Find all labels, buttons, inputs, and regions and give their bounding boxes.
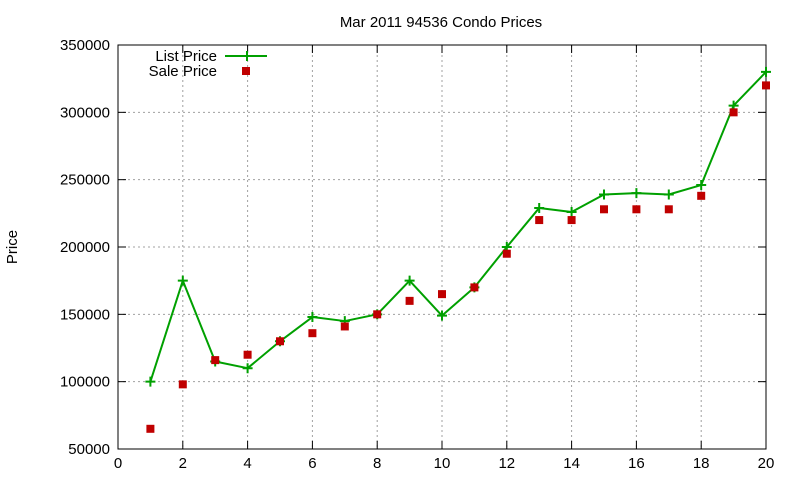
legend: List Price Sale Price xyxy=(149,48,267,80)
sale-price-point xyxy=(567,216,576,225)
list-price-point xyxy=(761,66,771,77)
x-tick-label: 10 xyxy=(434,455,451,472)
sale-price-point xyxy=(729,108,738,117)
sale-price-point xyxy=(405,296,414,305)
sale-price-point xyxy=(535,216,544,225)
x-tick-label: 18 xyxy=(693,455,710,472)
sale-price-point xyxy=(697,191,706,200)
x-tick-label: 6 xyxy=(308,455,316,472)
sale-price-point xyxy=(243,350,252,359)
list-price-point xyxy=(307,312,318,323)
x-tick-label: 8 xyxy=(373,455,381,472)
sale-price-point xyxy=(502,249,511,258)
y-tick-label: 100000 xyxy=(60,374,110,391)
x-tick-label: 16 xyxy=(628,455,645,472)
x-tick-labels: 0 2 4 6 8 10 12 14 16 18 20 xyxy=(114,455,775,472)
sale-price-point xyxy=(146,424,155,433)
list-price-point xyxy=(534,202,545,213)
legend-marker-sale-price xyxy=(242,67,250,75)
legend-label-sale-price: Sale Price xyxy=(149,63,217,80)
sale-price-point xyxy=(211,356,220,365)
sale-price-point xyxy=(178,380,187,389)
y-tick-label: 50000 xyxy=(68,441,110,458)
y-tick-label: 200000 xyxy=(60,239,110,256)
list-price-point xyxy=(145,376,156,387)
y-tick-label: 300000 xyxy=(60,104,110,121)
legend-marker-list-price xyxy=(242,51,252,61)
sale-price-point xyxy=(470,283,479,292)
sale-price-point xyxy=(664,205,673,214)
sale-price-point xyxy=(632,205,641,214)
x-tick-label: 20 xyxy=(758,455,775,472)
sale-price-point xyxy=(373,310,382,319)
list-price-point xyxy=(663,189,674,200)
x-tick-label: 2 xyxy=(179,455,187,472)
sale-price-point xyxy=(340,322,349,331)
sale-price-point xyxy=(438,290,446,299)
list-price-line xyxy=(149,71,767,382)
sale-price-point xyxy=(762,81,770,90)
list-price-point xyxy=(177,275,188,286)
sale-price-point xyxy=(600,205,608,214)
x-tick-label: 0 xyxy=(114,455,122,472)
x-tick-label: 4 xyxy=(243,455,251,472)
x-tick-label: 12 xyxy=(498,455,515,472)
y-tick-label: 250000 xyxy=(60,172,110,189)
list-price-point xyxy=(696,180,707,191)
list-price-point xyxy=(599,189,609,200)
legend-label-list-price: List Price xyxy=(155,48,217,65)
y-tick-label: 350000 xyxy=(60,37,110,54)
list-price-point xyxy=(631,188,642,199)
series-layer xyxy=(145,66,771,433)
list-price-point xyxy=(566,206,577,217)
list-price-point xyxy=(437,310,447,321)
list-price-point xyxy=(404,275,415,286)
sale-price-point xyxy=(276,337,284,346)
y-tick-labels: 50000 100000 150000 200000 250000 300000 35000… xyxy=(60,37,110,458)
axis-ticks xyxy=(117,44,767,450)
x-tick-label: 14 xyxy=(563,455,580,472)
y-axis-label: Price xyxy=(4,230,21,264)
y-tick-label: 150000 xyxy=(60,306,110,323)
chart-title: Mar 2011 94536 Condo Prices xyxy=(340,14,542,31)
grid-lines xyxy=(118,45,766,449)
list-price-point xyxy=(242,363,253,374)
sale-price-point xyxy=(308,329,317,338)
